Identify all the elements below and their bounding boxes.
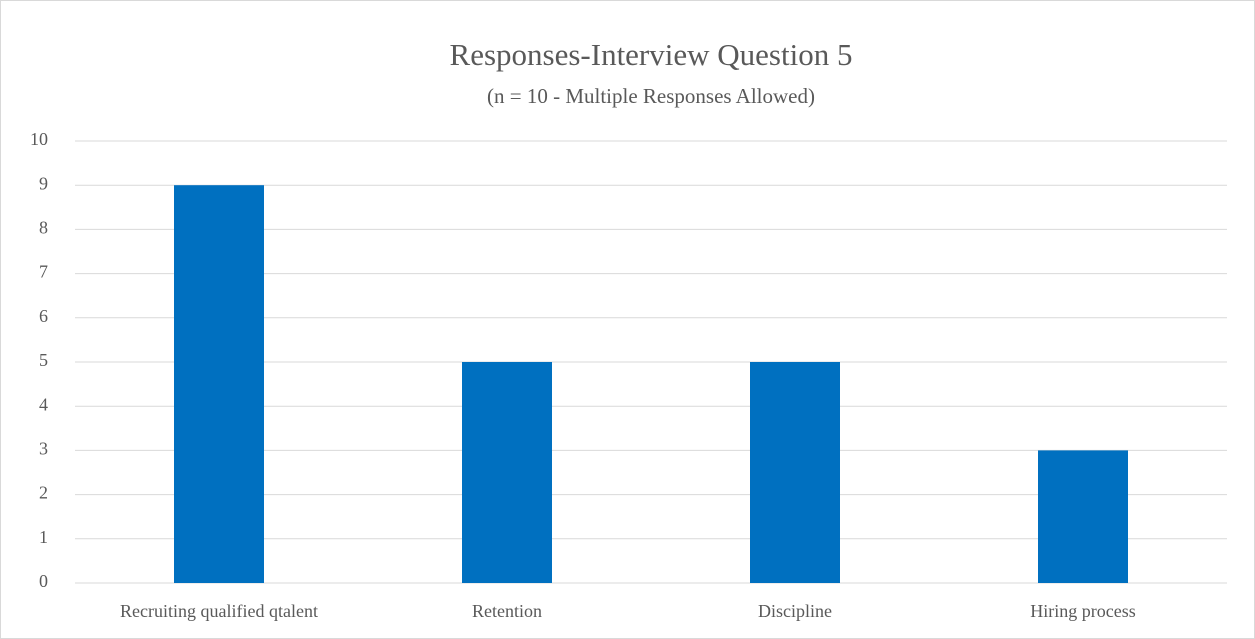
bar xyxy=(462,362,552,583)
y-tick-label: 10 xyxy=(30,129,48,149)
x-tick-label: Discipline xyxy=(758,601,832,621)
bar xyxy=(174,185,264,583)
y-tick-label: 9 xyxy=(39,173,48,193)
x-tick-label: Retention xyxy=(472,601,542,621)
y-tick-label: 2 xyxy=(39,483,48,503)
x-tick-label: Hiring process xyxy=(1030,601,1135,621)
bar xyxy=(1038,450,1128,583)
y-tick-label: 3 xyxy=(39,439,48,459)
y-tick-label: 1 xyxy=(39,527,48,547)
chart-title: Responses-Interview Question 5 xyxy=(450,37,853,72)
bar xyxy=(750,362,840,583)
y-tick-label: 6 xyxy=(39,306,48,326)
y-tick-label: 4 xyxy=(39,394,48,414)
y-tick-label: 8 xyxy=(39,218,48,238)
x-tick-label: Recruiting qualified qtalent xyxy=(120,601,318,621)
y-tick-label: 7 xyxy=(39,262,48,282)
chart-subtitle: (n = 10 - Multiple Responses Allowed) xyxy=(487,84,815,108)
y-tick-label: 0 xyxy=(39,571,48,591)
y-tick-label: 5 xyxy=(39,350,48,370)
